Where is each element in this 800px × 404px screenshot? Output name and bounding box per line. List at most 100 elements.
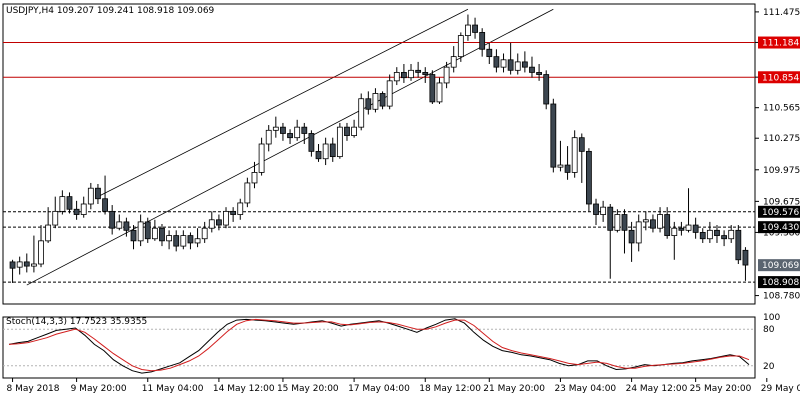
bullish-candle: [80, 196, 87, 218]
bearish-candle: [628, 221, 635, 262]
bearish-candle: [479, 28, 486, 57]
bearish-candle: [287, 129, 293, 144]
candle-body: [166, 235, 172, 242]
level-label-box: [758, 276, 800, 289]
candle-body: [650, 219, 656, 229]
time-tick-label: 24 May 12:00: [626, 384, 688, 394]
price-panel: 111.475111.185110.855110.565110.275109.9…: [2, 3, 800, 305]
candle-body: [578, 137, 585, 152]
candle-body: [635, 221, 642, 244]
bullish-candle: [450, 46, 457, 73]
candle-body: [393, 72, 400, 82]
bearish-candle: [102, 175, 108, 215]
candle-body: [237, 202, 244, 215]
price-tick-label: 111.475: [763, 8, 800, 18]
time-tick-label: 11 May 04:00: [142, 384, 204, 394]
candle-body: [244, 182, 251, 204]
candle-body: [52, 210, 59, 226]
bearish-candle: [280, 122, 286, 141]
bullish-candle: [237, 198, 244, 220]
bullish-candle: [38, 225, 44, 268]
candle-body: [642, 219, 649, 223]
bearish-candle: [66, 192, 73, 214]
candle-body: [216, 219, 222, 226]
candle-body: [721, 235, 727, 240]
bearish-candle: [23, 253, 30, 273]
bearish-candle: [593, 198, 599, 226]
bullish-candle: [657, 207, 663, 233]
bearish-candle: [543, 70, 550, 110]
candle-body: [529, 66, 535, 73]
candle-body: [536, 72, 542, 75]
bullish-candle: [706, 221, 713, 243]
candle-body: [479, 32, 486, 50]
candle-body: [308, 133, 315, 152]
time-tick-label: 9 May 20:00: [71, 384, 127, 394]
candle-body: [123, 221, 130, 231]
bearish-candle: [109, 205, 116, 235]
candle-body: [109, 210, 116, 229]
candle-body: [159, 227, 165, 242]
candle-body: [692, 224, 699, 233]
candle-body: [223, 210, 229, 226]
bullish-candle: [386, 74, 393, 110]
candle-body: [628, 229, 635, 244]
candle-body: [699, 232, 706, 240]
candle-body: [144, 221, 151, 240]
level-label-box: [758, 221, 800, 234]
level-label-box: [758, 71, 800, 84]
bullish-candle: [642, 211, 649, 231]
candle-body: [742, 249, 749, 266]
bearish-candle: [159, 224, 165, 247]
candle-body: [272, 126, 279, 131]
bearish-candle: [415, 61, 422, 78]
candle-body: [564, 164, 571, 173]
candle-body: [436, 82, 443, 103]
candle-body: [714, 229, 720, 236]
bearish-candle: [173, 230, 180, 252]
price-tick-label: 109.975: [763, 166, 800, 176]
candle-body: [586, 150, 592, 205]
candle-body: [336, 126, 343, 158]
time-tick-label: 23 May 04:00: [554, 384, 616, 394]
bullish-candle: [166, 230, 172, 250]
candle-body: [657, 214, 663, 229]
bearish-candle: [507, 42, 514, 75]
candle-body: [507, 59, 514, 71]
candle-body: [116, 221, 123, 229]
candle-body: [315, 150, 322, 160]
bearish-candle: [521, 51, 528, 73]
candle-body: [401, 72, 407, 79]
candle-body: [450, 56, 457, 68]
time-tick-label: 25 May 20:00: [690, 384, 752, 394]
bullish-candle: [244, 177, 251, 208]
candle-body: [664, 214, 671, 236]
time-axis: 8 May 2018 9 May 20:00 11 May 04:00 14 May …: [3, 377, 800, 394]
candle-body: [358, 98, 365, 128]
bullish-candle: [223, 207, 229, 229]
bullish-candle: [372, 88, 379, 113]
candle-body: [95, 187, 101, 200]
bullish-candle: [408, 64, 414, 81]
time-tick-label: 21 May 20:00: [483, 384, 545, 394]
level-label: 109.576: [762, 208, 799, 218]
candle-body: [251, 172, 258, 184]
bullish-candle: [208, 211, 215, 233]
bearish-candle: [529, 56, 535, 78]
candle-body: [230, 210, 237, 215]
candle-body: [344, 126, 350, 136]
candle-body: [472, 24, 478, 33]
candle-body: [301, 126, 308, 134]
bearish-candle: [144, 217, 151, 243]
bullish-candle: [465, 14, 471, 41]
candle-body: [31, 263, 37, 267]
bullish-candle: [600, 200, 607, 222]
candle-body: [443, 66, 450, 84]
bullish-candle: [265, 125, 272, 152]
time-tick-label: 18 May 12:00: [419, 384, 481, 394]
candle-body: [457, 35, 464, 58]
bearish-candle: [678, 221, 685, 236]
candle-body: [66, 196, 73, 210]
bullish-candle: [635, 214, 642, 252]
